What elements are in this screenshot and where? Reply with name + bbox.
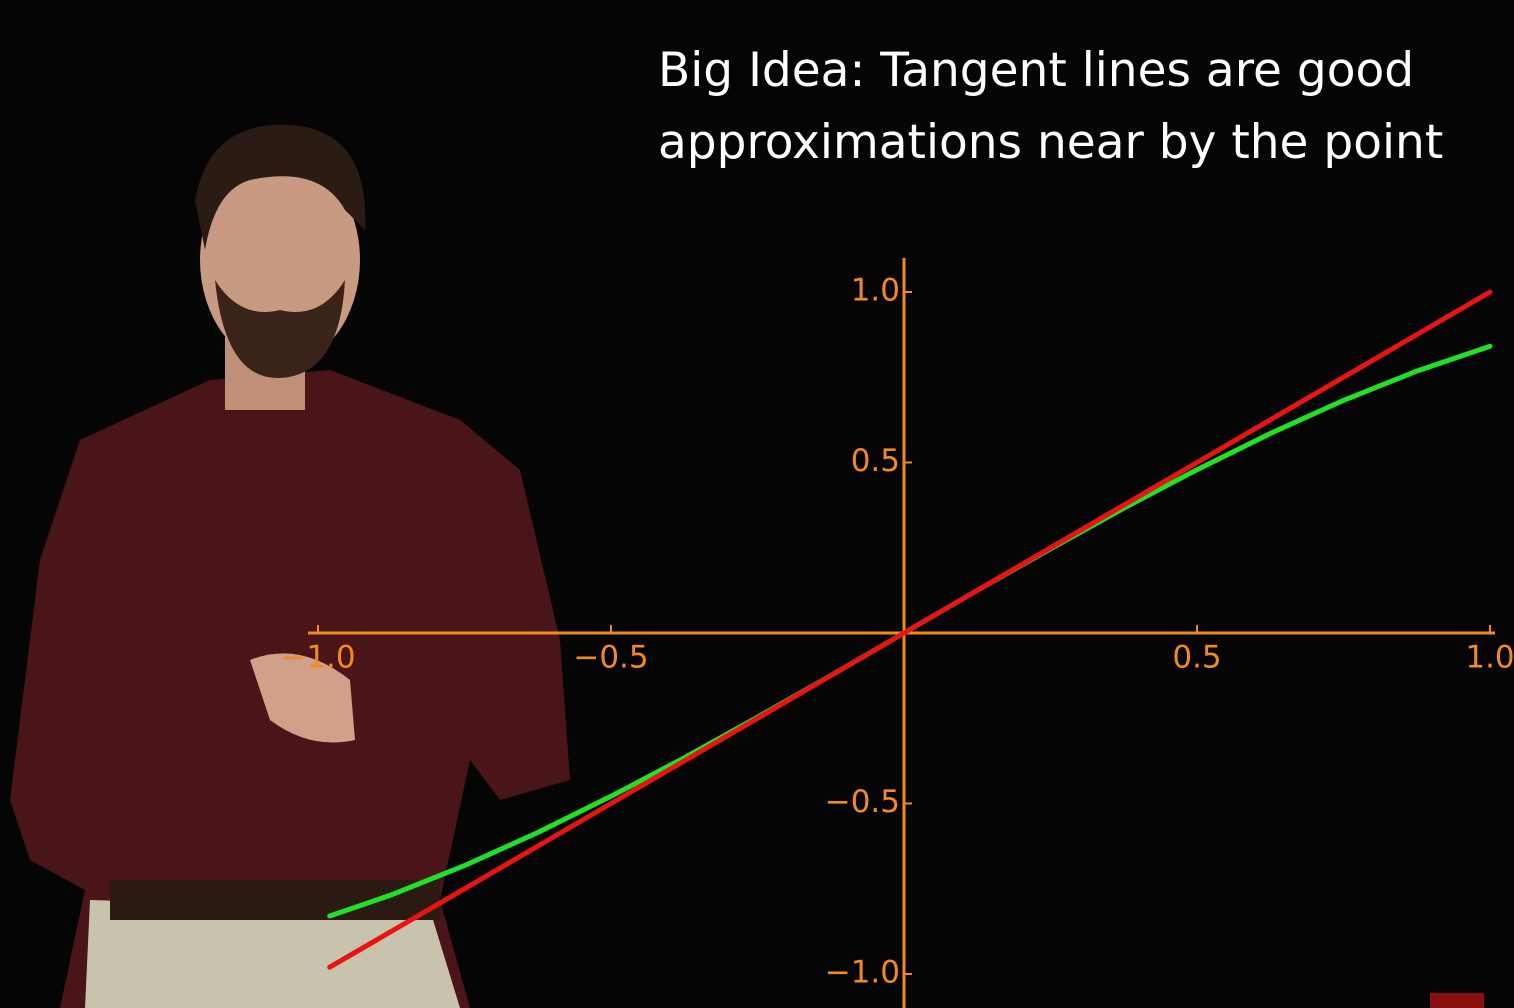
hand (250, 653, 355, 743)
belt (110, 880, 440, 920)
series-line (327, 289, 1493, 970)
title-line: approximations near by the point (658, 115, 1443, 170)
y-tick-label: 0.5 (851, 443, 900, 479)
presenter (10, 124, 570, 1008)
x-tick-label: 0.5 (1172, 640, 1221, 676)
logo-block (1430, 993, 1484, 1008)
x-tick-label: −0.5 (573, 640, 648, 676)
y-tick-label: −1.0 (825, 955, 900, 991)
x-tick-label: −1.0 (280, 640, 355, 676)
hair (195, 124, 366, 250)
y-tick-label: 1.0 (851, 273, 900, 309)
pants (85, 900, 460, 1008)
title-line: Big Idea: Tangent lines are good (658, 43, 1414, 98)
x-tick-label: 1.0 (1465, 640, 1514, 676)
plot: −1.0 −0.5 0.5 1.0 −1.0 −0.5 0.5 1.0 (280, 258, 1514, 1008)
y-tick-label: −0.5 (825, 784, 900, 820)
beard (215, 280, 345, 379)
